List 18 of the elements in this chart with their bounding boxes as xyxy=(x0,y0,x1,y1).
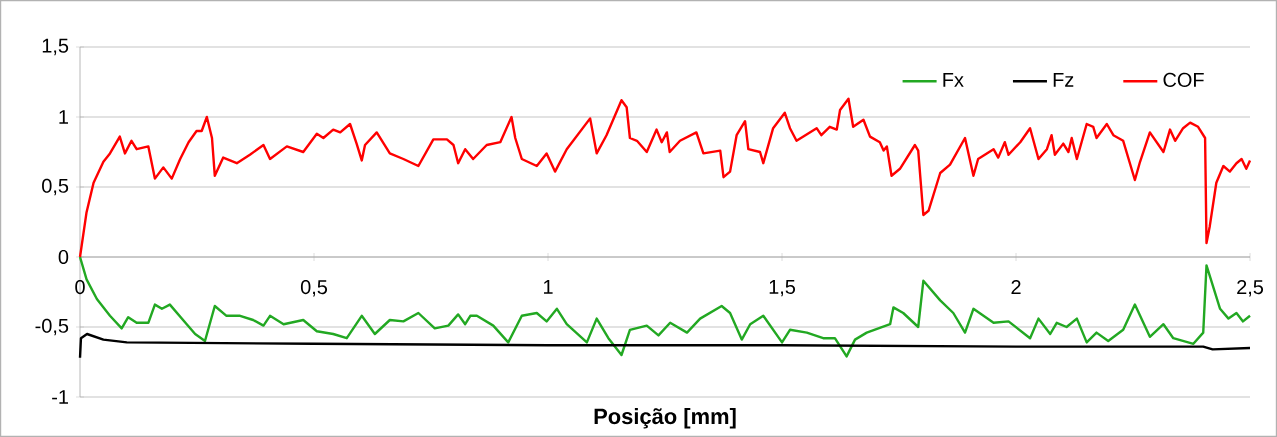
x-tick-label: 0 xyxy=(75,280,85,295)
x-axis-title: Posição [mm] xyxy=(594,408,736,429)
legend-label: Fz xyxy=(1053,72,1074,87)
line-series xyxy=(78,332,1252,359)
y-tick-label: 0 xyxy=(58,249,69,265)
y-tick-label: 1 xyxy=(59,110,69,124)
y-tick-label: -1 xyxy=(52,390,69,404)
x-tick-label: 1,5 xyxy=(769,280,796,297)
y-tick-label: 1,5 xyxy=(42,38,69,56)
x-tick-label: 2,5 xyxy=(1237,280,1264,297)
x-tick-label: 2 xyxy=(1011,280,1021,294)
line-series xyxy=(78,97,1252,259)
legend-label: Fx xyxy=(943,72,964,87)
y-tick-label: -0,5 xyxy=(35,318,69,336)
y-tick-label: 0,5 xyxy=(42,178,69,196)
x-tick-label: 0,5 xyxy=(300,280,328,297)
legend-label: COF xyxy=(1163,72,1204,87)
x-tick-label: 1 xyxy=(544,280,553,294)
